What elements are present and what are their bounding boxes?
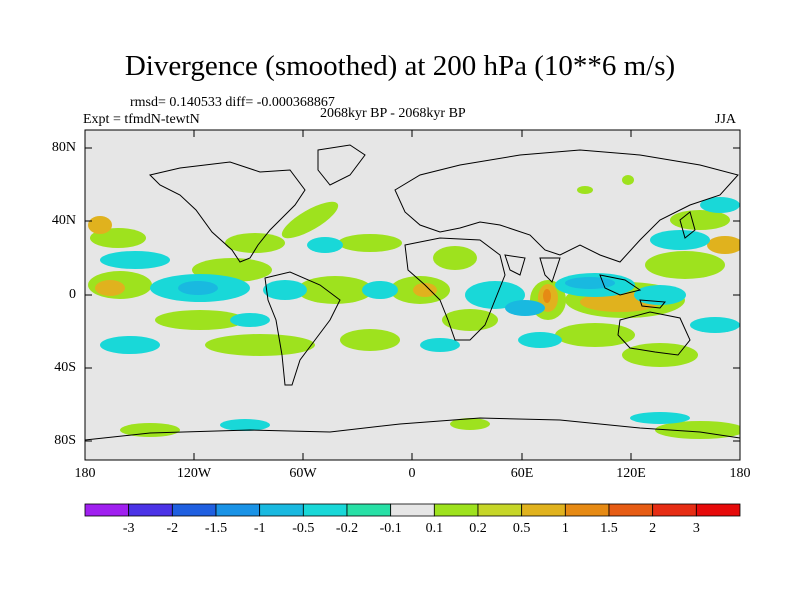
colorbar-box: [564, 503, 610, 517]
colorbar-label: 0.1: [425, 521, 444, 536]
colorbar-box: [215, 503, 261, 517]
colorbar-label: 0.2: [469, 521, 487, 536]
colorbar-box: [302, 503, 348, 517]
colorbar-label: -3: [122, 521, 135, 536]
colorbar-label: -1.5: [204, 521, 228, 536]
colorbar-label: 1.5: [600, 521, 618, 536]
period-label: 2068kyr BP - 2068kyr BP: [320, 106, 466, 121]
colorbar-label: 2: [649, 521, 657, 536]
lon-label-120w: 120W: [176, 466, 212, 481]
lon-label-120e: 120E: [616, 466, 646, 481]
colorbar-label: -2: [166, 521, 179, 536]
colorbar-label: -0.2: [335, 521, 359, 536]
colorbar-box: [259, 503, 304, 517]
colorbar-box: [128, 503, 173, 517]
colorbar-box: [608, 503, 654, 517]
lon-label-60e: 60E: [510, 466, 534, 481]
colorbar: [84, 503, 741, 517]
colorbar-label: -0.5: [292, 521, 315, 536]
season-label: JJA: [715, 112, 737, 127]
lon-label-60w: 60W: [289, 466, 317, 481]
colorbar-box: [695, 503, 741, 517]
lat-label-40s: 40S: [54, 360, 76, 375]
colorbar-label: 3: [692, 521, 700, 536]
lat-label-40n: 40N: [51, 213, 76, 228]
colorbar-box: [390, 503, 435, 517]
colorbar-label: -1: [253, 521, 266, 536]
colorbar-box: [477, 503, 523, 517]
colorbar-box: [84, 503, 130, 517]
map-title: Divergence (smoothed) at 200 hPa (10**6 …: [124, 50, 676, 82]
colorbar-box: [346, 503, 392, 517]
colorbar-label: -0.1: [379, 521, 402, 536]
colorbar-box: [521, 503, 566, 517]
lat-label-80n: 80N: [51, 140, 76, 155]
colorbar-box: [433, 503, 479, 517]
stats-text: rmsd= 0.140533 diff= -0.000368867: [130, 95, 335, 110]
lon-label-180w: 180: [74, 466, 96, 481]
colorbar-label: 1: [561, 521, 569, 536]
divergence-field: [88, 175, 740, 439]
lat-label-80s: 80S: [54, 433, 76, 448]
colorbar-label: 0.5: [512, 521, 531, 536]
colorbar-box: [652, 503, 697, 517]
experiment-label: Expt = tfmdN-tewtN: [83, 112, 200, 127]
lat-label-0: 0: [69, 287, 76, 302]
axis-ticks: [85, 130, 740, 460]
lon-label-180e: 180: [729, 466, 751, 481]
coastlines: [85, 144, 740, 441]
colorbar-box: [171, 503, 217, 517]
lon-label-0: 0: [408, 466, 416, 481]
